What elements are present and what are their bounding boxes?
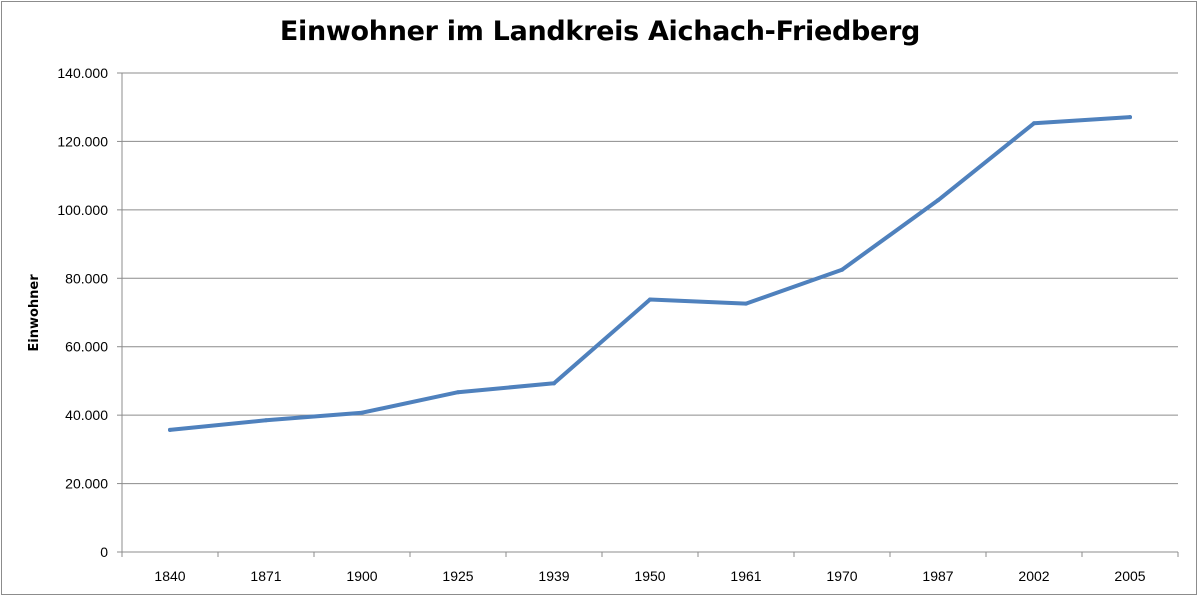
chart-title: Einwohner im Landkreis Aichach-Friedberg [279,16,921,47]
data-point [1032,121,1036,126]
data-series [168,115,1132,432]
data-point [264,418,268,423]
data-point [1128,115,1132,120]
data-point [840,267,844,272]
x-tick-label: 1961 [730,568,761,584]
data-point [648,297,652,302]
x-tick-label: 1950 [634,568,665,584]
x-tick-label: 1871 [250,568,281,584]
data-point [936,198,940,203]
x-tick-labels: 1840 1871 1900 1925 1939 1950 1961 1970 1987 2002… [154,568,1145,584]
data-point [456,390,460,395]
data-point [360,410,364,415]
y-axis-title: Einwohner [27,274,42,352]
series-line [168,115,1132,432]
y-tick-label: 0 [100,544,108,560]
x-tick-label: 1987 [922,568,953,584]
y-tick-label: 40.000 [65,407,108,423]
y-tick-label: 20.000 [65,476,108,492]
x-tick-label: 1970 [826,568,857,584]
x-tick-label: 1939 [538,568,569,584]
x-tick-label: 1925 [442,568,473,584]
data-point [552,381,556,386]
y-tick-label: 80.000 [65,270,108,286]
x-tick-label: 1840 [154,568,185,584]
y-tick-label: 100.000 [57,202,108,218]
y-tick-label: 60.000 [65,339,108,355]
x-tick-label: 2005 [1114,568,1145,584]
axes [117,72,1179,557]
x-tick-label: 1900 [346,568,377,584]
y-tick-label: 120.000 [57,133,108,149]
data-point [744,301,748,306]
x-tick-label: 2002 [1018,568,1049,584]
data-point [168,427,172,432]
y-tick-label: 140.000 [57,65,108,81]
y-tick-labels: 0 20.000 40.000 60.000 80.000 100.000 120.000 1… [57,65,108,560]
gridlines [122,72,1178,485]
